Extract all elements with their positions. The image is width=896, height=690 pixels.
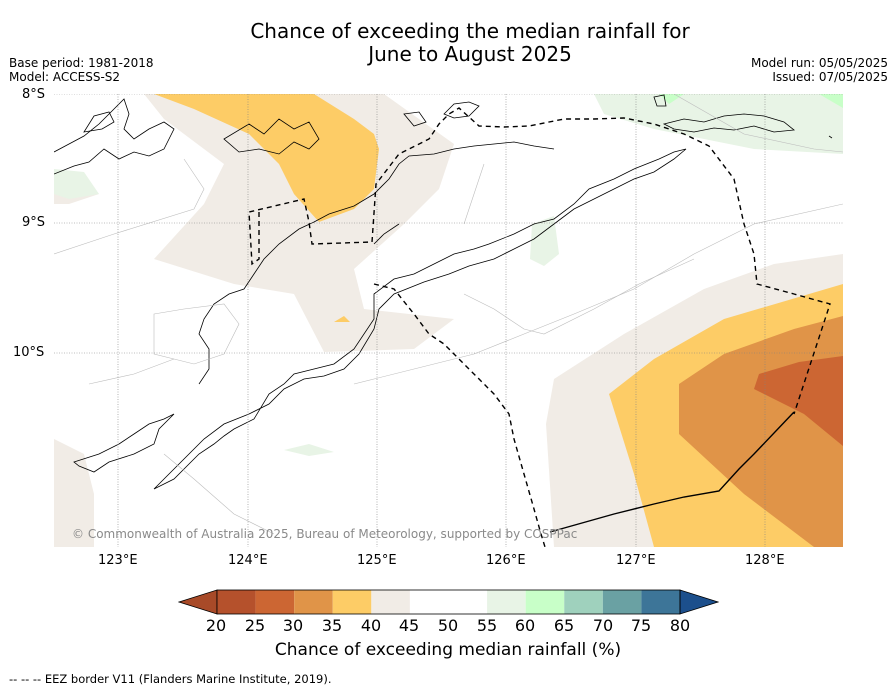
colorbar-cell	[448, 590, 488, 614]
lon-label-126e: 126°E	[486, 553, 526, 568]
contour-lines	[54, 94, 843, 535]
colorbar-frame	[216, 589, 681, 615]
colorbar-extend-high	[679, 589, 719, 615]
meta-right: Model run: 05/05/2025 Issued: 07/05/2025	[751, 56, 888, 84]
title-line-2: June to August 2025	[368, 42, 572, 66]
lon-label-128e: 128°E	[745, 553, 785, 568]
cbar-tick-75: 75	[630, 616, 652, 635]
eez-border-south	[373, 283, 546, 547]
cbar-tick-70: 70	[592, 616, 614, 635]
colorbar-cell	[564, 590, 603, 614]
cbar-tick-65: 65	[553, 616, 575, 635]
higher-chance-region	[659, 94, 843, 108]
map-title: Chance of exceeding the median rainfall …	[0, 20, 896, 66]
colorbar-cell	[255, 590, 295, 614]
colorbar	[178, 589, 719, 615]
lon-label-124e: 124°E	[228, 553, 268, 568]
colorbar-cell	[332, 590, 372, 614]
issued-date: Issued: 07/05/2025	[772, 70, 888, 84]
lowest-chance-region	[754, 356, 843, 446]
meta-left: Base period: 1981-2018 Model: ACCESS-S2	[9, 56, 154, 84]
colorbar-cell	[641, 590, 680, 614]
cbar-tick-80: 80	[669, 616, 691, 635]
coastlines	[54, 94, 833, 490]
colorbar-cell	[487, 590, 526, 614]
base-period: Base period: 1981-2018	[9, 56, 154, 70]
cbar-tick-20: 20	[205, 616, 227, 635]
colorbar-cell	[371, 590, 410, 614]
eez-legend-footnote: -- -- -- EEZ border V11 (Flanders Marine…	[9, 672, 332, 686]
colorbar-cell	[602, 590, 642, 614]
eez-border-north	[248, 107, 831, 415]
copyright-notice: © Commonwealth of Australia 2025, Bureau…	[72, 527, 578, 541]
model-name: Model: ACCESS-S2	[9, 70, 121, 84]
boundary-line	[549, 411, 795, 533]
model-run: Model run: 05/05/2025	[750, 56, 888, 70]
above-median-region	[54, 94, 843, 456]
cbar-tick-35: 35	[321, 616, 343, 635]
colorbar-cell	[294, 590, 333, 614]
colorbar-cell	[525, 590, 565, 614]
lat-label-10s: 10°S	[13, 345, 45, 360]
lon-label-123e: 123°E	[98, 553, 138, 568]
lat-label-9s: 9°S	[22, 215, 46, 230]
cbar-tick-25: 25	[244, 616, 266, 635]
lat-label-8s: 8°S	[22, 87, 46, 102]
colorbar-extend-low	[178, 589, 218, 615]
colorbar-cell	[409, 590, 449, 614]
colorbar-label: Chance of exceeding median rainfall (%)	[274, 640, 622, 660]
cbar-tick-60: 60	[514, 616, 536, 635]
cbar-tick-55: 55	[476, 616, 498, 635]
title-line-1: Chance of exceeding the median rainfall …	[250, 19, 690, 43]
rainfall-map	[54, 94, 843, 547]
cbar-tick-40: 40	[360, 616, 382, 635]
lon-label-127e: 127°E	[616, 553, 656, 568]
cbar-tick-45: 45	[398, 616, 420, 635]
graticule	[54, 94, 843, 547]
cbar-tick-30: 30	[282, 616, 304, 635]
cbar-tick-50: 50	[437, 616, 459, 635]
lon-label-125e: 125°E	[357, 553, 397, 568]
colorbar-cell	[217, 590, 256, 614]
